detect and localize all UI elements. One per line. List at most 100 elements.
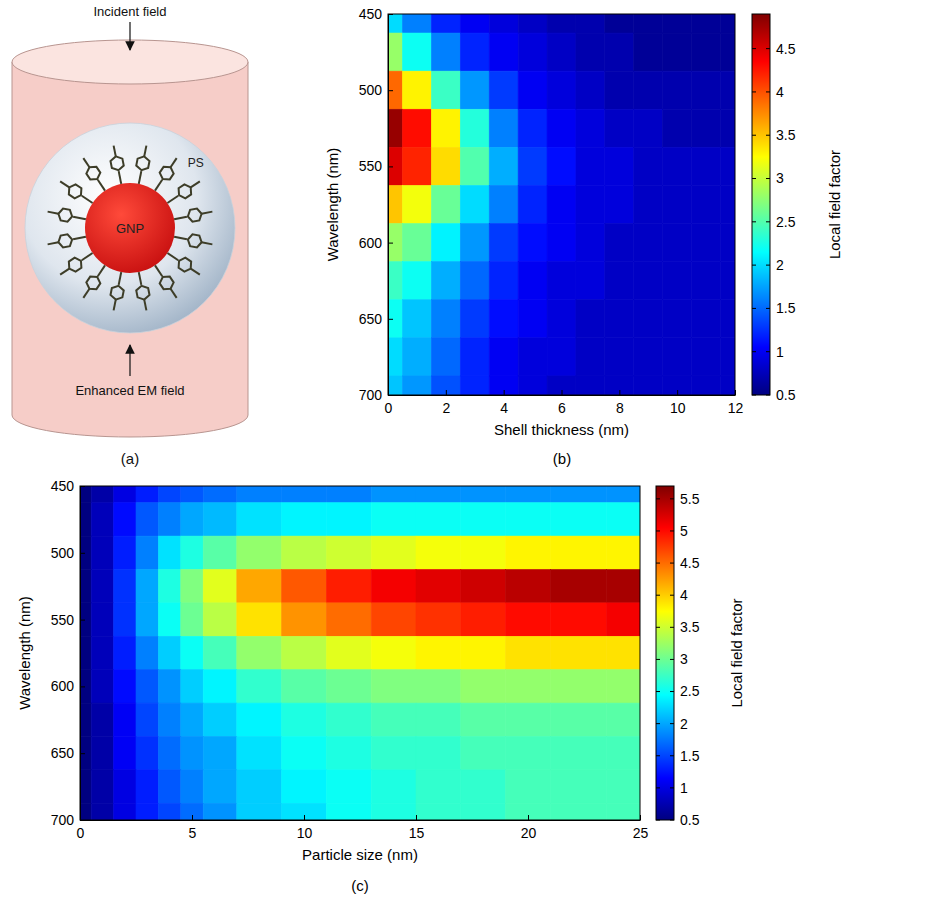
heat-cell — [158, 570, 180, 603]
x-tick-label: 10 — [297, 825, 313, 841]
heat-cell — [461, 503, 506, 536]
heat-cell — [136, 603, 158, 636]
panel-label: (c) — [351, 877, 369, 894]
heat-cell — [605, 147, 634, 185]
heat-cell — [80, 803, 91, 820]
colorbar-tick-label: 3 — [680, 651, 688, 667]
heat-cell — [416, 603, 461, 636]
heat-cell — [371, 670, 416, 703]
heat-cell — [371, 503, 416, 536]
heat-cell — [692, 300, 721, 338]
heat-cell — [282, 636, 327, 669]
colorbar-title: Local field factor — [826, 150, 843, 259]
plot-frame — [388, 14, 735, 395]
heat-cell — [605, 185, 634, 223]
heat-cell — [416, 670, 461, 703]
x-tick-mark — [528, 815, 529, 820]
heat-cell — [114, 536, 136, 569]
ligand-ring — [136, 286, 149, 300]
x-tick: 6 — [558, 390, 566, 416]
y-tick-mark — [80, 486, 85, 487]
shell-label: PS — [188, 156, 204, 170]
heat-cell — [402, 147, 431, 185]
heat-cell — [461, 636, 506, 669]
heat-cell — [402, 109, 431, 147]
ligand-tail — [48, 212, 59, 214]
colorbar-tick-mark — [670, 723, 674, 724]
heat-cell — [431, 147, 460, 185]
heat-cell — [416, 636, 461, 669]
heat-cell — [136, 670, 158, 703]
heat-cell — [547, 300, 576, 338]
heat-cell — [80, 503, 91, 536]
heat-cell — [80, 636, 91, 669]
ligand-bond — [155, 265, 162, 276]
heat-cell — [461, 486, 506, 503]
y-tick-label: 450 — [51, 478, 75, 494]
heat-cell — [402, 71, 431, 109]
heat-cell — [506, 503, 551, 536]
heat-cell — [460, 185, 489, 223]
x-tick-label: 10 — [670, 400, 686, 416]
y-tick-mark — [388, 395, 393, 396]
ligand-bond — [167, 253, 178, 260]
colorbar-tick-label: 2.5 — [776, 214, 796, 230]
heat-cell — [136, 803, 158, 820]
heat-cell — [489, 262, 518, 300]
ligand-tail — [114, 146, 116, 157]
heat-cell — [518, 376, 547, 395]
colorbar-tick-mark — [670, 820, 674, 821]
ligand-tail — [171, 158, 177, 167]
x-tick-label: 8 — [616, 400, 624, 416]
colorbar-tick-mark — [766, 351, 770, 352]
heat-cell — [489, 224, 518, 262]
ligand-tail — [114, 300, 116, 311]
heat-cell — [489, 109, 518, 147]
heat-cell — [605, 14, 634, 33]
ligand-ring — [188, 208, 202, 221]
ligand-tail — [144, 300, 146, 311]
heat-cell — [371, 737, 416, 770]
heat-cell — [388, 109, 402, 147]
colorbar-tick-mark — [670, 563, 674, 564]
heat-cell — [237, 770, 282, 803]
x-axis: 0510152025 — [77, 815, 649, 841]
heat-cell — [114, 603, 136, 636]
colorbar-tick-mark — [670, 691, 674, 692]
heat-cell — [605, 338, 634, 376]
heat-cell — [489, 71, 518, 109]
ligand-tail — [191, 269, 200, 275]
x-tick-label: 15 — [409, 825, 425, 841]
heat-cell — [606, 803, 640, 820]
heat-cell — [721, 262, 735, 300]
heat-cell — [158, 536, 180, 569]
heat-cell — [203, 536, 237, 569]
heat-cell — [80, 536, 91, 569]
ligand-ring — [69, 184, 82, 198]
heat-cell — [692, 338, 721, 376]
colorbar: 0.511.522.533.544.5Local field factor — [752, 14, 843, 403]
y-tick: 550 — [51, 612, 85, 628]
heat-cell — [518, 300, 547, 338]
heat-cell — [634, 147, 663, 185]
y-tick: 500 — [51, 545, 85, 561]
heat-cell — [80, 570, 91, 603]
diagram-panel: GNPPSIncident fieldEnhanced EM field(a) — [12, 4, 248, 467]
heat-cell — [692, 33, 721, 71]
heat-cell — [550, 670, 606, 703]
heat-cell — [721, 338, 735, 376]
heat-cell — [663, 185, 692, 223]
colorbar-tick-mark — [766, 221, 770, 222]
heat-cell — [663, 14, 692, 33]
heat-cell — [326, 486, 371, 503]
heat-cell — [326, 770, 371, 803]
heat-cell — [158, 770, 180, 803]
x-tick-label: 0 — [77, 825, 85, 841]
x-tick-mark — [192, 815, 193, 820]
heat-cell — [518, 14, 547, 33]
colorbar-tick-mark — [752, 135, 756, 136]
heat-cell — [547, 147, 576, 185]
heat-cell — [431, 71, 460, 109]
heat-cell — [326, 803, 371, 820]
x-tick-mark — [640, 815, 641, 820]
